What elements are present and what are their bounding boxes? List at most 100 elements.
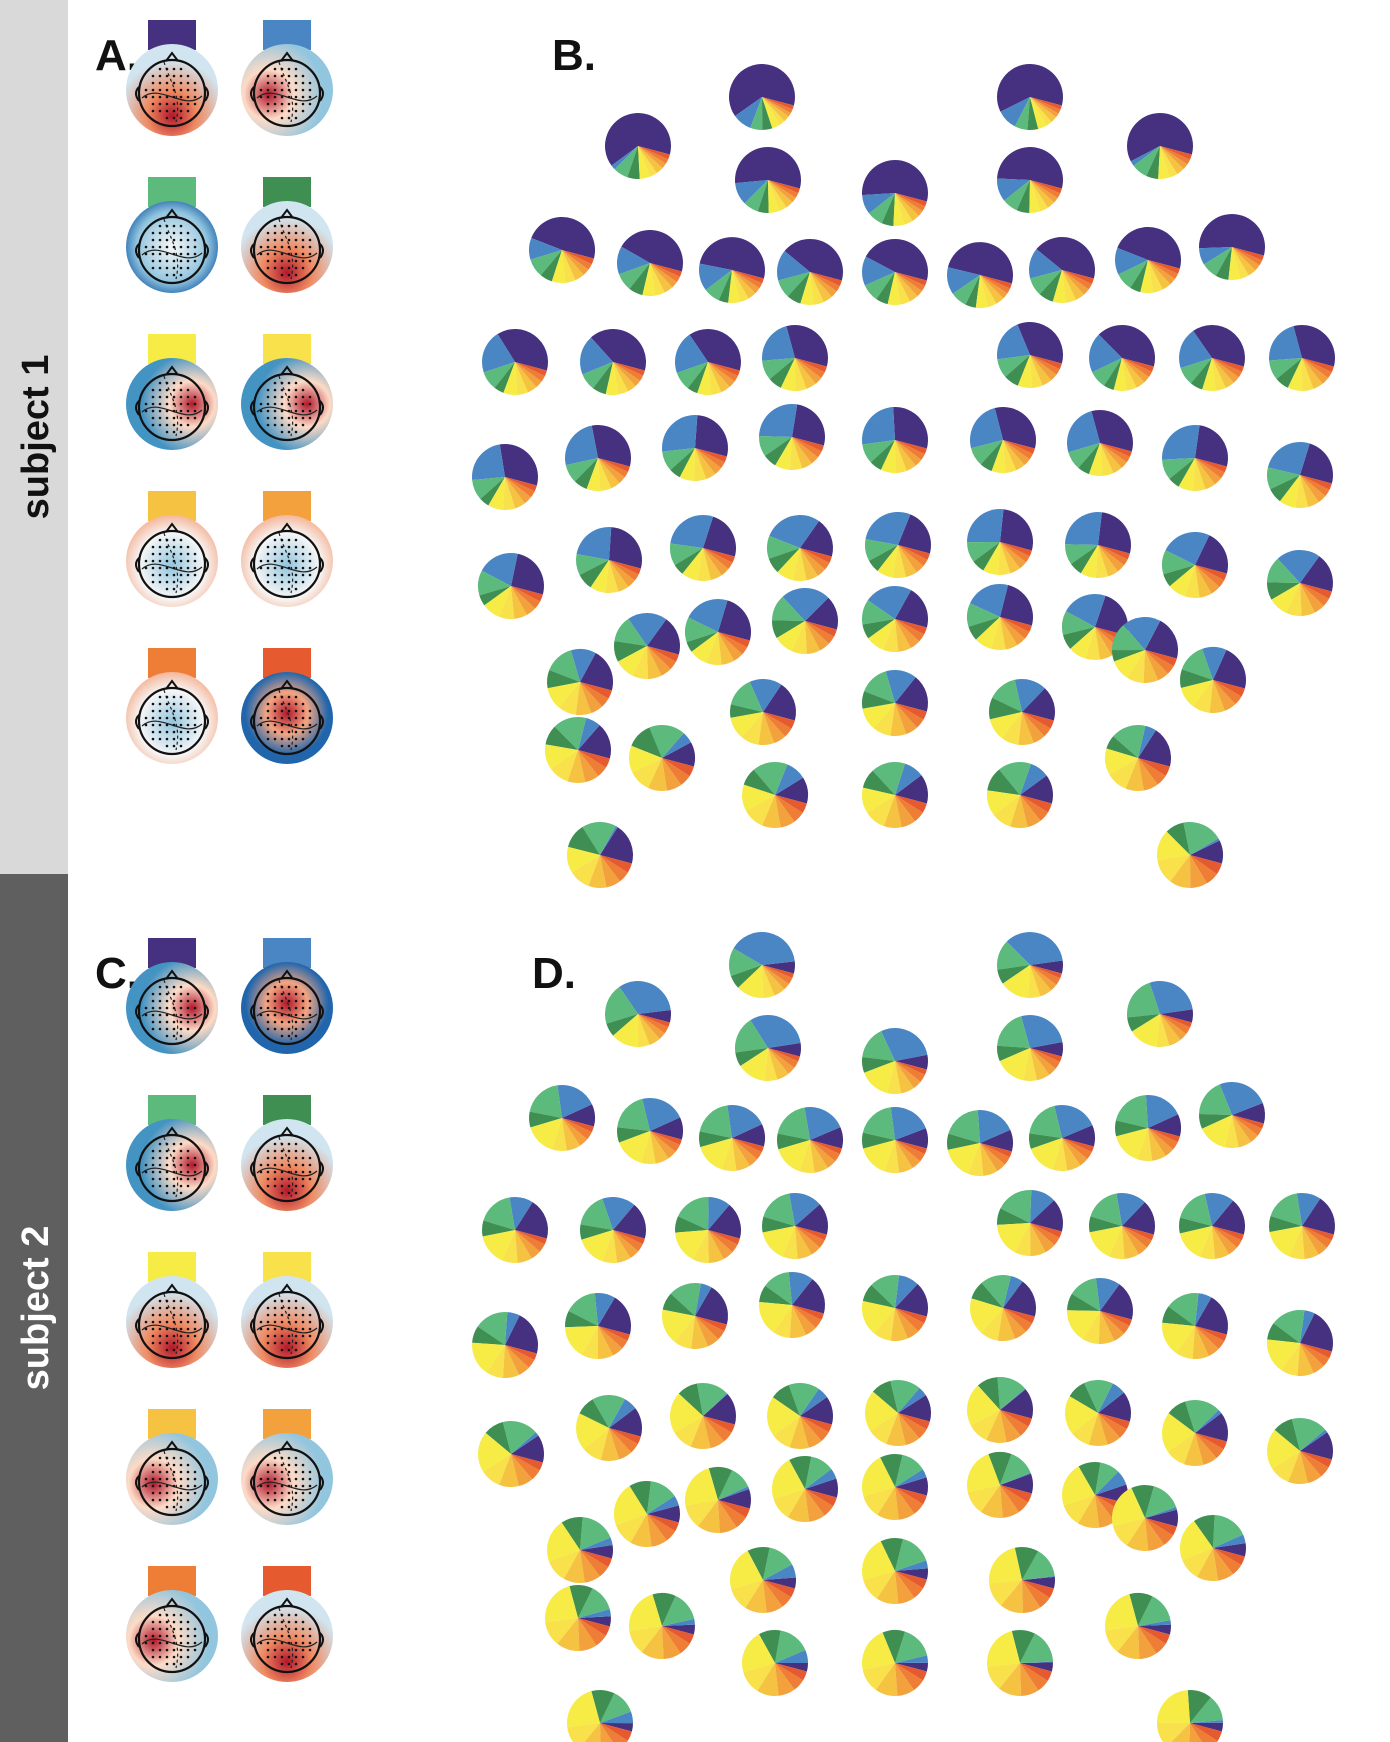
d-pie-48-slice-4 <box>988 1452 1012 1485</box>
c-sensor-dots-8 <box>259 1456 312 1509</box>
b-pie-10-slice-2 <box>698 263 732 290</box>
c-contour-a-3 <box>141 1167 203 1177</box>
d-pie-41-slice-2 <box>1195 1410 1222 1433</box>
d-channel-pie-25 <box>472 1311 539 1378</box>
d-pie-21-slice-5 <box>997 1223 1030 1253</box>
b-pie-46-slice-5 <box>776 621 805 652</box>
d-pie-30-slice-1 <box>1003 1281 1037 1317</box>
d-pie-23-slice-7 <box>1212 1226 1230 1259</box>
b-pie-32-slice-9 <box>1195 458 1225 479</box>
d-pie-41-slice-4 <box>1168 1401 1195 1433</box>
d-pie-32-slice-4 <box>1162 1306 1195 1326</box>
b-pie-51-slice-10 <box>1213 680 1245 697</box>
c-nose-3 <box>165 1126 179 1137</box>
b-pie-59-slice-6 <box>867 795 895 827</box>
b-pie-6-slice-9 <box>895 193 926 212</box>
b-pie-42-slice-7 <box>1300 583 1315 616</box>
b-pie-40-slice-8 <box>1098 545 1125 572</box>
b-pie-57-slice-3 <box>1113 724 1146 758</box>
d-pie-14-slice-2 <box>1054 1105 1093 1138</box>
b-pie-6-slice-10 <box>895 193 927 207</box>
b-pie-39-slice-2 <box>966 509 1004 543</box>
d-pie-53-slice-7 <box>745 1580 767 1613</box>
b-pie-44-slice-7 <box>647 646 662 679</box>
d-pie-4-slice-5 <box>1132 1014 1160 1047</box>
d-channel-pie-2 <box>997 932 1063 998</box>
b-pie-31-slice-3 <box>1068 443 1100 468</box>
b-pie-5-slice-10 <box>768 180 800 194</box>
b-pie-20-slice-7 <box>795 358 816 389</box>
b-pie-15-slice-6 <box>1148 260 1163 293</box>
b-pie-26-slice-8 <box>598 458 625 483</box>
c-topomap-7 <box>126 1409 218 1525</box>
b-pie-15-slice-2 <box>1115 247 1148 275</box>
b-channel-pie-60 <box>986 761 1054 829</box>
d-pie-52-slice-2 <box>578 1608 611 1618</box>
b-pie-25-slice-2 <box>472 444 505 480</box>
b-channel-pie-26 <box>565 425 632 491</box>
d-pie-55-slice-1 <box>1022 1576 1056 1589</box>
d-pie-29-slice-3 <box>871 1274 900 1308</box>
d-pie-44-slice-8 <box>647 1514 667 1547</box>
a-contour-b-9 <box>163 689 179 751</box>
d-pie-37-slice-1 <box>800 1397 834 1425</box>
d-pie-32-slice-5 <box>1162 1322 1195 1354</box>
d-pie-5-slice-5 <box>740 1048 768 1081</box>
b-pie-28-slice-10 <box>792 437 824 452</box>
d-pie-61-slice-5 <box>566 1691 600 1728</box>
b-pie-20-slice-1 <box>786 324 829 367</box>
d-pie-13-slice-5 <box>947 1143 980 1174</box>
a-topomap-field-9 <box>126 672 218 764</box>
b-pie-58-slice-2 <box>775 764 804 795</box>
c-topomap-field-4 <box>241 1119 333 1211</box>
d-pie-47-slice-3 <box>895 1454 923 1487</box>
b-pie-25-slice-3 <box>472 477 505 499</box>
d-pie-5-slice-10 <box>768 1048 800 1062</box>
b-pie-29-slice-1 <box>893 407 929 449</box>
c-contour-b-8 <box>278 1450 294 1512</box>
a-head-outline-4 <box>252 215 322 285</box>
b-pie-37-slice-9 <box>800 548 830 570</box>
d-pie-22-slice-5 <box>1089 1226 1122 1257</box>
b-pie-8-slice-8 <box>562 250 589 275</box>
d-pie-44-slice-9 <box>647 1514 676 1541</box>
d-pie-52-slice-10 <box>578 1618 610 1636</box>
c-nose-10 <box>280 1597 294 1608</box>
c-right-ear-3 <box>204 1161 209 1177</box>
d-channel-pie-17 <box>481 1197 549 1264</box>
subject-2-label: subject 2 <box>15 1226 57 1391</box>
d-pie-58-slice-8 <box>775 1663 795 1696</box>
a-left-ear-5 <box>135 400 140 416</box>
b-pie-54-slice-2 <box>885 669 916 703</box>
d-pie-53-slice-1 <box>763 1577 796 1589</box>
b-pie-25-slice-4 <box>480 477 505 506</box>
a-sensor-dots-3 <box>144 224 197 277</box>
b-channel-pie-36 <box>669 514 737 581</box>
b-pie-16-slice-2 <box>1199 247 1232 265</box>
b-pie-57-slice-10 <box>1138 758 1170 776</box>
d-pie-44-slice-6 <box>615 1514 647 1543</box>
b-pie-59-slice-3 <box>872 762 906 795</box>
b-channel-pie-61 <box>567 821 634 889</box>
a-right-ear-9 <box>204 714 209 730</box>
b-pie-55-slice-10 <box>1022 712 1054 729</box>
b-pie-6-slice-4 <box>881 193 895 226</box>
b-pie-21-slice-2 <box>997 324 1030 360</box>
b-pie-40-slice-2 <box>1065 512 1102 545</box>
b-pie-36-slice-9 <box>703 548 733 569</box>
d-pie-4-slice-1 <box>1160 1009 1194 1023</box>
d-pie-8-slice-3 <box>529 1085 562 1118</box>
d-pie-20-slice-7 <box>795 1226 812 1259</box>
d-pie-38-slice-5 <box>864 1391 898 1431</box>
b-pie-27-slice-7 <box>695 448 716 480</box>
d-pie-2-slice-7 <box>1030 965 1052 997</box>
d-pie-33-slice-6 <box>1281 1343 1300 1376</box>
d-pie-47-slice-4 <box>880 1454 903 1487</box>
b-pie-36-slice-6 <box>697 548 711 581</box>
b-channel-pie-32 <box>1161 424 1229 492</box>
b-pie-17-slice-2 <box>482 334 515 373</box>
c-nose-8 <box>280 1440 294 1451</box>
b-pie-57-slice-4 <box>1106 736 1138 758</box>
b-pie-52-slice-5 <box>545 744 578 770</box>
d-pie-59-slice-4 <box>882 1629 906 1663</box>
